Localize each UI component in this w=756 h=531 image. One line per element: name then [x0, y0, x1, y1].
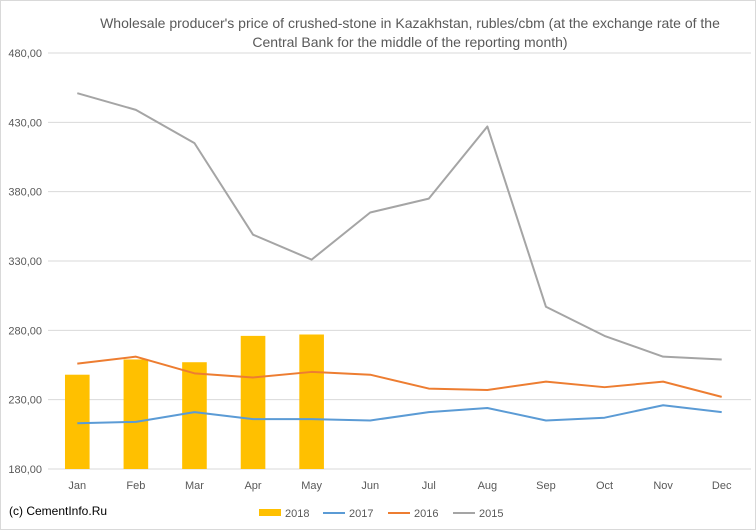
bar-2018-apr — [240, 335, 266, 469]
chart-title-line-1: Wholesale producer's price of crushed-st… — [100, 15, 720, 31]
x-tick-label: Mar — [185, 480, 204, 492]
x-tick-label: Jun — [361, 480, 379, 492]
y-tick-label: 180,00 — [8, 464, 42, 476]
legend-label-2018: 2018 — [285, 508, 309, 520]
chart-title-line-2: Central Bank for the middle of the repor… — [252, 34, 567, 50]
x-tick-label: May — [301, 480, 322, 492]
x-tick-label: Nov — [653, 480, 673, 492]
legend-swatch-2018 — [259, 509, 281, 516]
x-tick-label: Jan — [68, 480, 86, 492]
x-tick-label: Feb — [126, 480, 145, 492]
line-series-2015 — [77, 92, 722, 361]
x-tick-label: Jul — [422, 480, 436, 492]
copyright-text: (c) CementInfo.Ru — [9, 504, 107, 518]
y-tick-label: 330,00 — [8, 256, 42, 268]
y-tick-label: 430,00 — [8, 117, 42, 129]
legend-label-2017: 2017 — [349, 508, 373, 520]
x-tick-label: Oct — [596, 480, 613, 492]
bar-2018-mar — [182, 362, 207, 469]
legend-label-2016: 2016 — [414, 508, 438, 520]
y-tick-label: 280,00 — [8, 325, 42, 337]
x-tick-label: Aug — [478, 480, 498, 492]
x-tick-label: Apr — [244, 480, 261, 492]
bar-2018-may — [299, 334, 324, 469]
legend-label-2015: 2015 — [479, 508, 503, 520]
bar-2018-feb — [123, 359, 149, 469]
y-tick-label: 380,00 — [8, 187, 42, 199]
bar-2018-jan — [64, 374, 90, 469]
y-tick-label: 230,00 — [8, 395, 42, 407]
x-tick-label: Dec — [712, 480, 732, 492]
line-series-2017 — [77, 404, 722, 425]
y-tick-label: 480,00 — [8, 48, 42, 60]
line-series-2016 — [77, 355, 722, 398]
x-tick-label: Sep — [536, 480, 556, 492]
